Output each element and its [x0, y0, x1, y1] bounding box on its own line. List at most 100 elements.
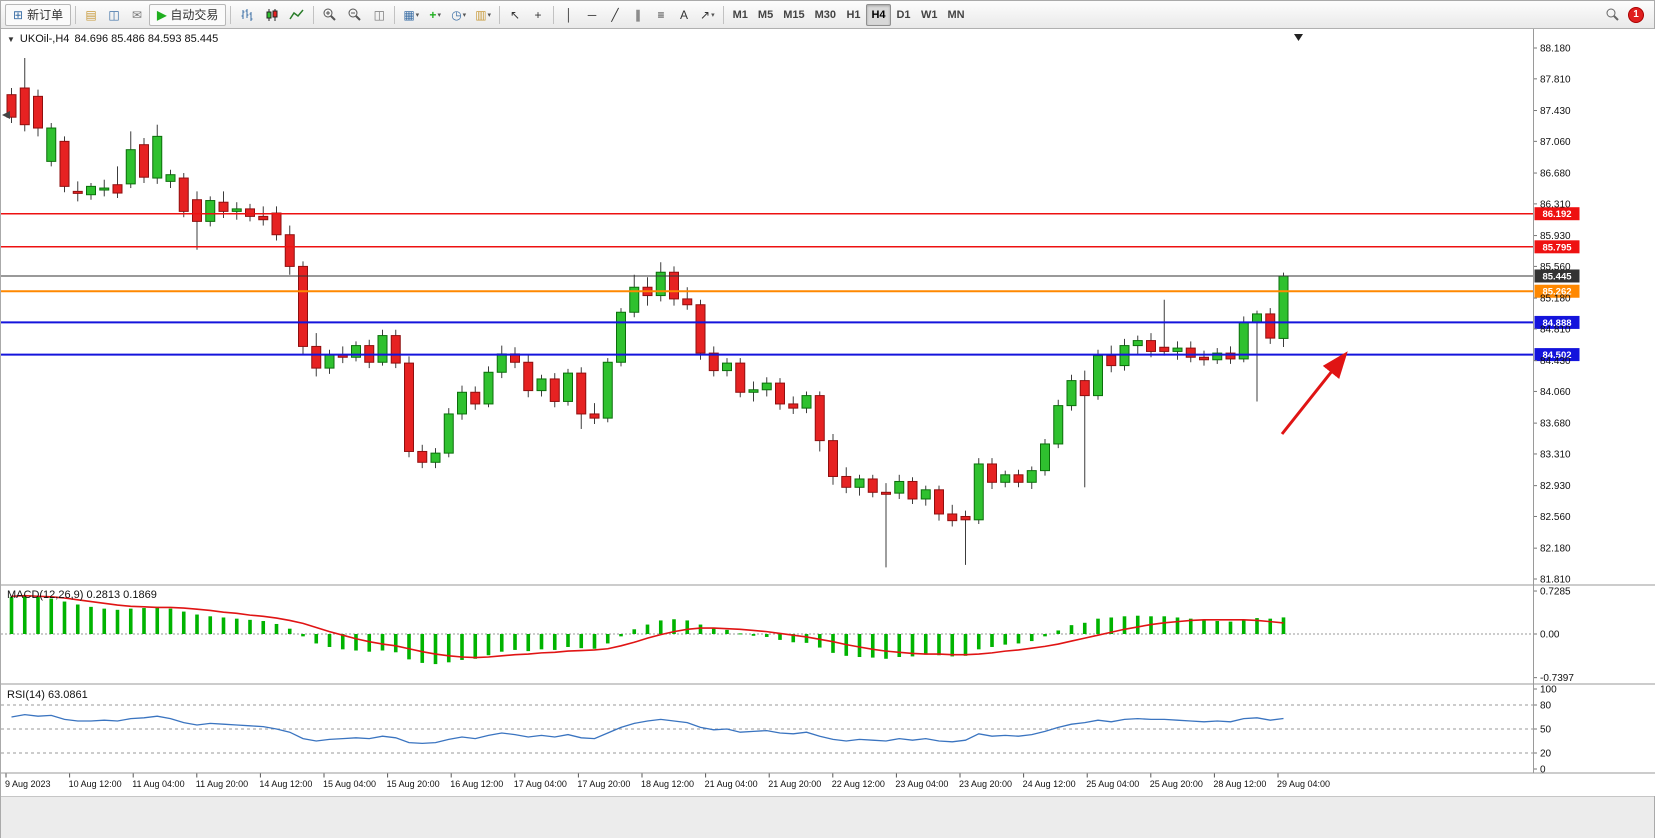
svg-text:84.060: 84.060: [1540, 387, 1571, 398]
macd-histogram-bar: [1003, 634, 1008, 645]
macd-histogram-bar: [22, 595, 27, 634]
terminal-button[interactable]: ◫: [103, 4, 125, 26]
svg-text:16 Aug 12:00: 16 Aug 12:00: [450, 779, 503, 789]
fibonacci-tool-button[interactable]: ≡: [650, 4, 672, 26]
notification-badge[interactable]: 1: [1628, 6, 1644, 23]
macd-histogram-bar: [195, 614, 199, 634]
envelope-icon: ✉: [132, 7, 143, 22]
timeframe-d1-button[interactable]: D1: [891, 4, 916, 26]
new-order-button[interactable]: ⊞ 新订单: [5, 3, 72, 26]
red-arrow-annotation[interactable]: [1280, 351, 1348, 435]
macd-histogram-bar: [62, 601, 67, 634]
toolbar-separator: [75, 5, 77, 24]
macd-histogram-bar: [897, 634, 902, 658]
zoom-out-button[interactable]: [343, 4, 367, 26]
svg-text:21 Aug 20:00: 21 Aug 20:00: [768, 779, 821, 789]
timeframe-m15-button[interactable]: M15: [778, 4, 809, 26]
price-badge-85.262: [1534, 284, 1580, 298]
new-chart-button[interactable]: ▦ ▾: [399, 4, 423, 26]
play-icon: ▶: [157, 7, 167, 22]
timeframe-m5-button[interactable]: M5: [753, 4, 778, 26]
zoom-out-icon: [348, 8, 362, 21]
macd-histogram-bar: [884, 634, 888, 659]
timeframe-w1-button[interactable]: W1: [916, 4, 943, 26]
svg-text:0: 0: [1540, 765, 1546, 776]
indicators-button[interactable]: + ▾: [424, 4, 446, 26]
timeframe-m1-button[interactable]: M1: [728, 4, 753, 26]
candlestick-chart-button[interactable]: [260, 4, 284, 26]
macd-indicator-label: MACD(12,26,9) 0.2813 0.1869: [7, 589, 157, 601]
symbol-dropdown-icon[interactable]: ▼: [7, 34, 15, 44]
macd-histogram-bar: [1109, 617, 1114, 634]
dropdown-arrow-icon: ▾: [415, 11, 420, 19]
candlestick-series: [6, 58, 1289, 568]
svg-text:9 Aug 2023: 9 Aug 2023: [5, 779, 51, 789]
svg-text:85.560: 85.560: [1540, 262, 1571, 273]
tile-windows-button[interactable]: ◫: [368, 4, 390, 26]
timeframe-h1-button[interactable]: H1: [841, 4, 866, 26]
price-badge-84.502: [1534, 348, 1580, 362]
svg-text:28 Aug 12:00: 28 Aug 12:00: [1213, 779, 1266, 789]
macd-histogram-bar: [261, 621, 266, 634]
charts-icon: ▤: [85, 7, 97, 22]
horizontal-line-tool-button[interactable]: ─: [581, 4, 603, 26]
macd-histogram-bar: [446, 634, 451, 663]
macd-histogram-bar: [1255, 618, 1259, 634]
price-axis[interactable]: 88.180 87.810 87.430 87.060 86.680 86.310 85.9…: [1533, 44, 1571, 586]
text-tool-button[interactable]: A: [673, 4, 695, 26]
macd-histogram-bar: [950, 634, 955, 657]
macd-histogram-bar: [592, 634, 597, 649]
svg-text:86.680: 86.680: [1540, 169, 1571, 180]
macd-histogram-bar: [990, 634, 994, 647]
periods-button[interactable]: ◷ ▾: [447, 4, 470, 26]
macd-histogram-bar: [1281, 617, 1286, 634]
arrows-tool-button[interactable]: ↗ ▾: [696, 4, 719, 26]
dropdown-arrow-icon: ▾: [437, 11, 441, 19]
channel-tool-button[interactable]: ∥: [627, 4, 649, 26]
horizontal-levels: 86.192 85.795 85.445 85.262 84.888 84.502: [1, 207, 1580, 362]
charts-button[interactable]: ▤: [80, 4, 102, 26]
macd-histogram-bar: [1016, 634, 1021, 644]
vertical-line-tool-button[interactable]: │: [558, 4, 580, 26]
chart-shift-marker-icon[interactable]: [1294, 34, 1303, 41]
svg-text:-0.7397: -0.7397: [1540, 673, 1574, 684]
rsi-indicator-label: RSI(14) 63.0861: [7, 689, 88, 701]
svg-text:83.680: 83.680: [1540, 419, 1571, 430]
svg-text:85.262: 85.262: [1542, 287, 1571, 298]
timeframe-m30-button[interactable]: M30: [810, 4, 841, 26]
templates-button[interactable]: ▥ ▾: [471, 4, 495, 26]
macd-histogram-bar: [248, 619, 252, 634]
crosshair-button[interactable]: +: [527, 4, 549, 26]
macd-histogram-bar: [1228, 621, 1233, 634]
alerts-button[interactable]: ✉: [126, 4, 148, 26]
timeframe-h4-button[interactable]: H4: [866, 3, 891, 26]
macd-histogram-bar: [910, 634, 915, 657]
zoom-in-button[interactable]: [318, 4, 342, 26]
macd-histogram-bar: [711, 628, 716, 634]
trendline-tool-button[interactable]: ╱: [604, 4, 626, 26]
new-order-icon: ⊞: [13, 7, 24, 22]
line-chart-button[interactable]: [285, 4, 309, 26]
macd-histogram-bar: [513, 634, 517, 650]
bar-chart-button[interactable]: [235, 4, 259, 26]
auto-trading-button[interactable]: ▶ 自动交易: [149, 3, 227, 26]
bar-chart-icon: [241, 8, 253, 21]
macd-histogram-bar: [460, 634, 464, 660]
macd-histogram-bar: [486, 634, 491, 656]
cursor-button[interactable]: ↖: [504, 4, 526, 26]
templates-icon: ▥: [475, 7, 487, 22]
new-order-label: 新订单: [27, 8, 64, 22]
horizontal-line-icon: ─: [587, 7, 597, 22]
macd-histogram-bar: [49, 598, 54, 634]
clock-icon: ◷: [451, 7, 462, 22]
macd-histogram-bar: [645, 624, 650, 634]
timeframe-mn-button[interactable]: MN: [943, 4, 970, 26]
time-axis[interactable]: 9 Aug 2023 10 Aug 12:00 11 Aug 04:00 11 Aug…: [5, 773, 1330, 790]
timeframe-toolbar: M1 M5 M15 M30 H1 H4 D1 W1 MN: [728, 3, 970, 26]
price-chart[interactable]: 86.19285.79585.44585.26284.88884.50288.1…: [1, 29, 1655, 796]
main-toolbar: ⊞ 新订单 ▤ ◫ ✉ ▶ 自动交易 ◫ ▦ ▾ + ▾ ◷ ▾: [1, 1, 1654, 29]
svg-text:87.060: 87.060: [1540, 137, 1571, 148]
vertical-line-icon: │: [565, 7, 573, 22]
search-button[interactable]: [1601, 4, 1625, 26]
macd-histogram-bar: [1082, 622, 1087, 634]
